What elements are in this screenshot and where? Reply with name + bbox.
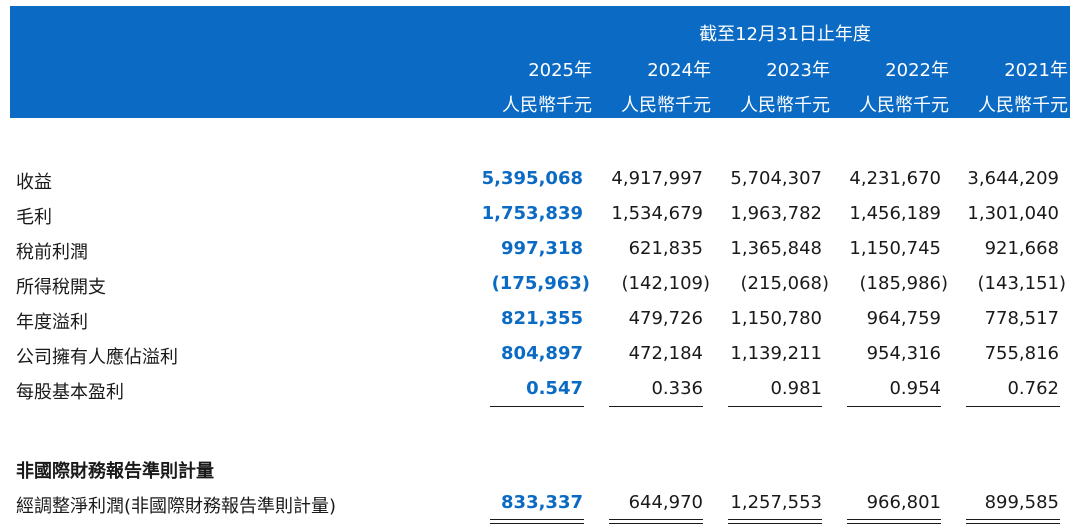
value-2023: 1,257,553 — [730, 492, 822, 513]
year-2021: 2021年 — [1004, 60, 1068, 81]
double-underline-rule — [609, 519, 703, 524]
value-2024: 472,184 — [628, 343, 703, 364]
table-row: 年度溢利 821,355 479,726 1,150,780 964,759 7… — [0, 308, 1080, 338]
value-2023: 1,150,780 — [730, 308, 822, 329]
value-2022: 964,759 — [866, 308, 941, 329]
section-heading-row: 非國際財務報告準則計量 — [0, 457, 1080, 487]
underline-rule — [966, 406, 1060, 407]
double-underline-rule — [847, 519, 941, 524]
value-2022: (185,986) — [859, 273, 948, 294]
row-label: 毛利 — [16, 207, 52, 228]
year-2022: 2022年 — [885, 60, 949, 81]
value-2023: 1,963,782 — [730, 203, 822, 224]
value-2025: 804,897 — [501, 343, 583, 364]
value-2021: 899,585 — [984, 492, 1059, 513]
unit-2021: 人民幣千元 — [978, 95, 1068, 116]
year-2023: 2023年 — [766, 60, 830, 81]
table-header-band: 截至12月31日止年度 2025年 2024年 2023年 2022年 2021… — [10, 6, 1070, 118]
table-row: 收益 5,395,068 4,917,997 5,704,307 4,231,6… — [0, 168, 1080, 198]
value-2021: 0.762 — [1007, 378, 1059, 399]
section-title: 非國際財務報告準則計量 — [16, 461, 214, 482]
value-2024: 4,917,997 — [611, 168, 703, 189]
year-2025: 2025年 — [528, 60, 592, 81]
value-2025: 833,337 — [501, 492, 583, 513]
table-row: 公司擁有人應佔溢利 804,897 472,184 1,139,211 954,… — [0, 343, 1080, 373]
row-label: 所得稅開支 — [16, 277, 106, 298]
period-caption: 截至12月31日止年度 — [699, 24, 871, 45]
value-2021: 755,816 — [984, 343, 1059, 364]
value-2025: 5,395,068 — [481, 168, 583, 189]
value-2025: 821,355 — [501, 308, 583, 329]
double-underline-rule — [966, 519, 1060, 524]
value-2025: 0.547 — [526, 378, 583, 399]
table-row: 毛利 1,753,839 1,534,679 1,963,782 1,456,1… — [0, 203, 1080, 233]
row-label: 經調整淨利潤(非國際財務報告準則計量) — [16, 496, 337, 517]
underline-rule — [490, 406, 584, 407]
value-2022: 0.954 — [889, 378, 941, 399]
unit-2025: 人民幣千元 — [502, 95, 592, 116]
value-2021: (143,151) — [977, 273, 1066, 294]
value-2024: 0.336 — [651, 378, 703, 399]
value-2022: 1,150,745 — [849, 238, 941, 259]
value-2022: 1,456,189 — [849, 203, 941, 224]
value-2021: 921,668 — [984, 238, 1059, 259]
value-2023: (215,068) — [740, 273, 829, 294]
value-2025: (175,963) — [491, 273, 590, 294]
value-2022: 4,231,670 — [849, 168, 941, 189]
row-label: 收益 — [16, 172, 52, 193]
value-2021: 3,644,209 — [967, 168, 1059, 189]
value-2022: 966,801 — [866, 492, 941, 513]
row-label: 稅前利潤 — [16, 242, 88, 263]
underline-rule — [847, 406, 941, 407]
value-2024: 1,534,679 — [611, 203, 703, 224]
row-label: 年度溢利 — [16, 312, 88, 333]
value-2024: (142,109) — [621, 273, 710, 294]
table-row: 所得稅開支 (175,963) (142,109) (215,068) (185… — [0, 273, 1080, 303]
value-2021: 1,301,040 — [967, 203, 1059, 224]
row-label: 公司擁有人應佔溢利 — [16, 347, 178, 368]
unit-2022: 人民幣千元 — [859, 95, 949, 116]
table-row: 每股基本盈利 0.547 0.336 0.981 0.954 0.762 — [0, 378, 1080, 408]
value-2021: 778,517 — [984, 308, 1059, 329]
value-2022: 954,316 — [866, 343, 941, 364]
value-2024: 644,970 — [628, 492, 703, 513]
underline-rule — [609, 406, 703, 407]
value-2023: 1,139,211 — [730, 343, 822, 364]
row-label: 每股基本盈利 — [16, 382, 124, 403]
value-2023: 5,704,307 — [730, 168, 822, 189]
table-row: 稅前利潤 997,318 621,835 1,365,848 1,150,745… — [0, 238, 1080, 268]
value-2024: 621,835 — [628, 238, 703, 259]
underline-rule — [728, 406, 822, 407]
value-2025: 1,753,839 — [481, 203, 583, 224]
unit-2023: 人民幣千元 — [740, 95, 830, 116]
value-2023: 0.981 — [770, 378, 822, 399]
year-2024: 2024年 — [647, 60, 711, 81]
double-underline-rule — [728, 519, 822, 524]
value-2023: 1,365,848 — [730, 238, 822, 259]
unit-2024: 人民幣千元 — [621, 95, 711, 116]
value-2024: 479,726 — [628, 308, 703, 329]
value-2025: 997,318 — [501, 238, 583, 259]
double-underline-rule — [490, 519, 584, 524]
table-row: 經調整淨利潤(非國際財務報告準則計量) 833,337 644,970 1,25… — [0, 492, 1080, 522]
